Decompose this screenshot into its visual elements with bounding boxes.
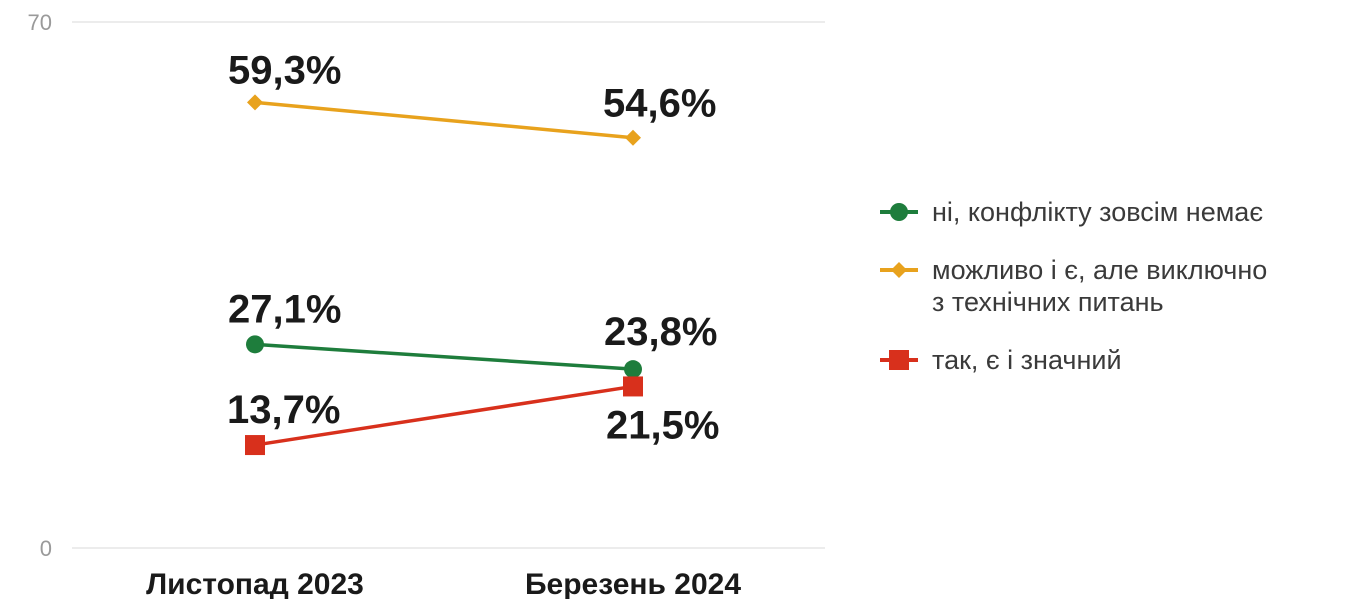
- legend-label: можливо і є, але виключно: [932, 255, 1267, 285]
- data-point: [246, 335, 264, 354]
- legend-label: ні, конфлікту зовсім немає: [932, 197, 1263, 227]
- series-layer: [245, 94, 643, 456]
- data-label: 13,7%: [227, 388, 340, 432]
- y-tick-label: 70: [28, 10, 52, 35]
- series-line: [254, 384, 634, 447]
- series-line: [254, 342, 634, 371]
- data-label: 27,1%: [228, 287, 341, 331]
- series-line: [254, 100, 634, 140]
- data-label: 23,8%: [604, 310, 717, 354]
- legend-swatch-marker: [890, 203, 908, 221]
- axis-layer: 0 70 Листопад 2023 Березень 2024: [28, 10, 825, 599]
- legend-swatch-marker: [891, 262, 907, 278]
- data-label: 59,3%: [228, 48, 341, 92]
- data-label: 21,5%: [606, 403, 719, 447]
- data-point: [625, 129, 641, 146]
- x-tick-label: Березень 2024: [525, 568, 741, 599]
- data-point: [245, 435, 265, 456]
- data-point: [623, 376, 643, 397]
- data-label: 54,6%: [603, 82, 716, 126]
- data-point: [247, 94, 263, 111]
- data-label-layer: 27,1% 23,8% 59,3% 54,6% 13,7% 21,5%: [227, 48, 719, 447]
- data-point: [624, 360, 642, 379]
- legend-item: ні, конфлікту зовсім немає: [880, 197, 1263, 227]
- legend-swatch-marker: [889, 350, 909, 370]
- y-tick-label: 0: [40, 536, 52, 561]
- legend-label: так, є і значний: [932, 345, 1122, 375]
- legend: ні, конфлікту зовсім немає можливо і є, а…: [880, 197, 1267, 375]
- legend-item: так, є і значний: [880, 345, 1122, 375]
- legend-label: з технічних питань: [932, 287, 1164, 317]
- x-tick-label: Листопад 2023: [146, 568, 364, 599]
